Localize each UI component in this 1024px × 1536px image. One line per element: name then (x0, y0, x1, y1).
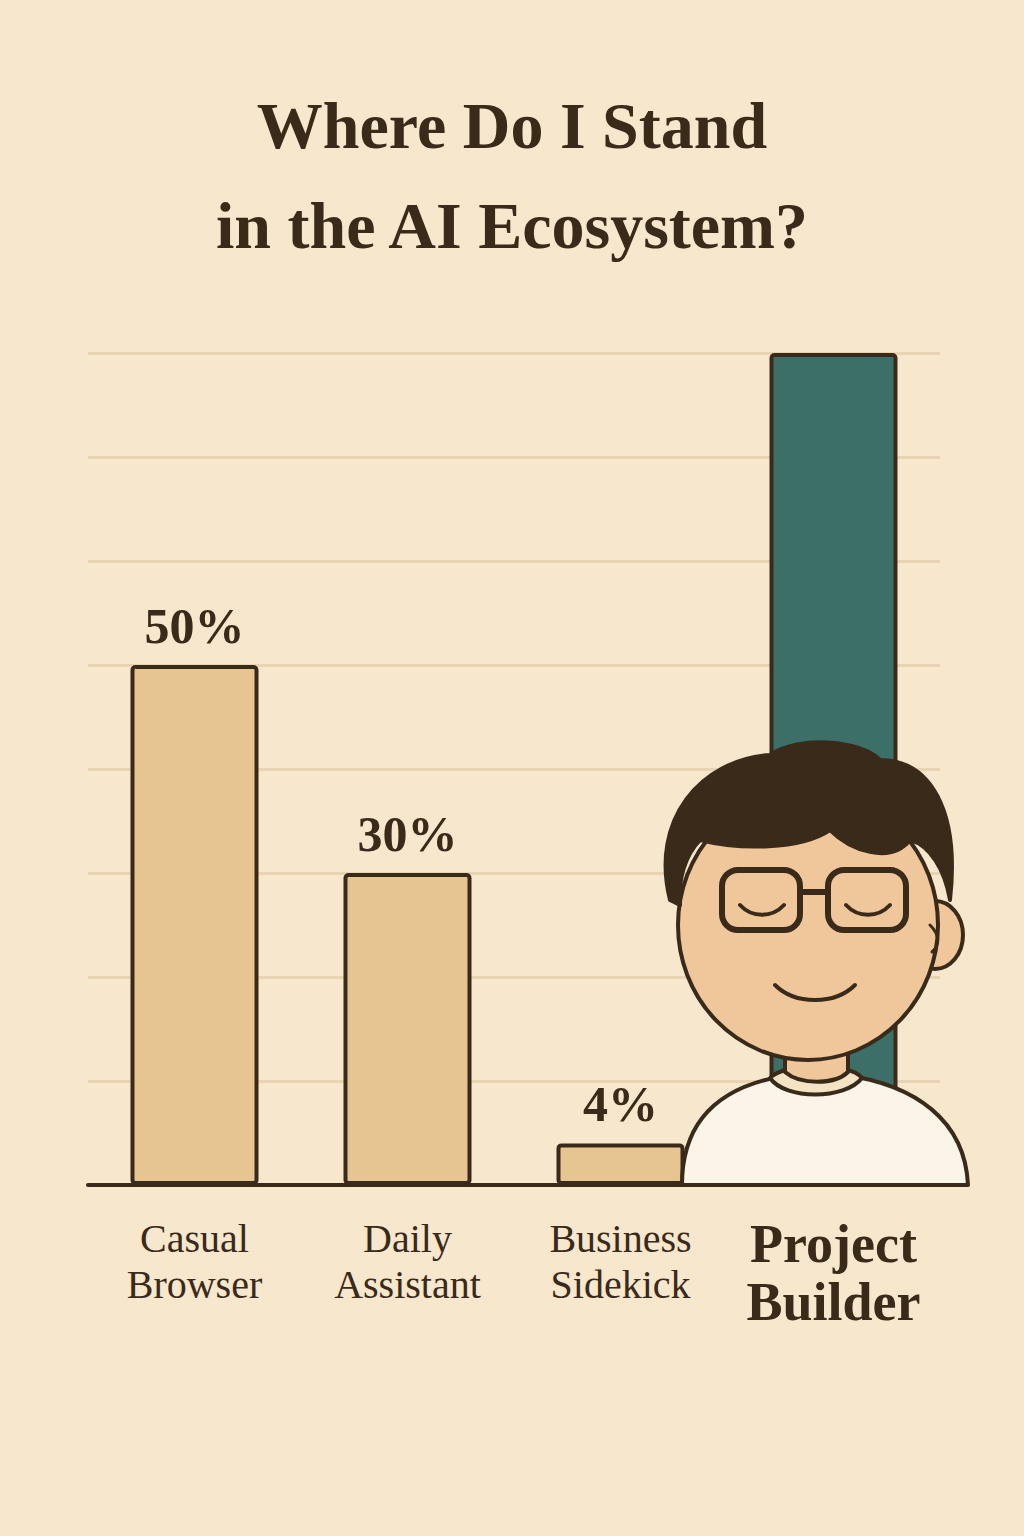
svg-text:Browser: Browser (127, 1262, 263, 1307)
svg-text:4%: 4% (583, 1076, 658, 1132)
svg-text:Daily: Daily (363, 1216, 452, 1261)
svg-text:Business: Business (549, 1216, 691, 1261)
svg-text:Builder: Builder (746, 1272, 920, 1332)
svg-text:Assistant: Assistant (334, 1262, 481, 1307)
svg-text:Sidekick: Sidekick (551, 1262, 691, 1307)
svg-text:Casual: Casual (140, 1216, 249, 1261)
svg-text:Project: Project (750, 1214, 917, 1274)
svg-text:in the AI Ecosystem?: in the AI Ecosystem? (216, 189, 808, 262)
svg-text:Where Do I Stand: Where Do I Stand (257, 89, 767, 162)
svg-text:50%: 50% (145, 598, 245, 654)
svg-text:30%: 30% (358, 806, 458, 862)
